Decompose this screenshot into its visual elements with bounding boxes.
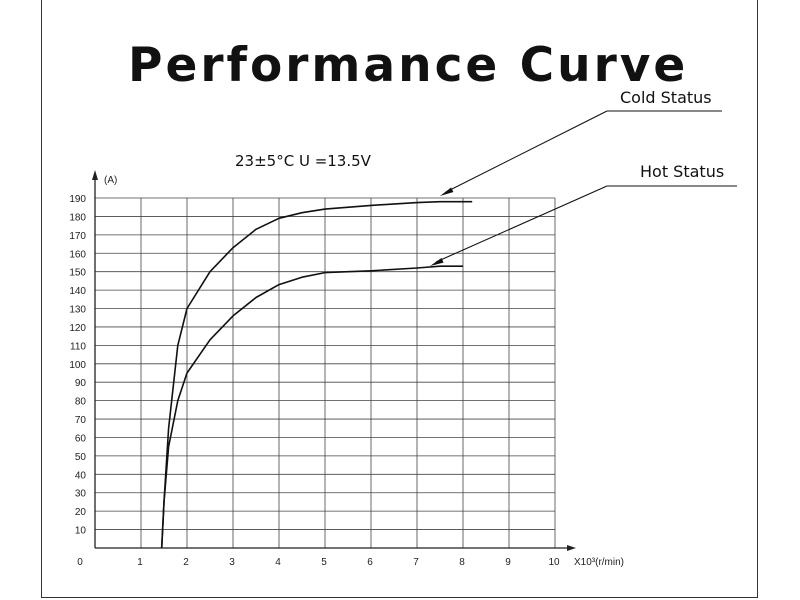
y-tick-label: 20 (75, 507, 87, 518)
x-axis-label: X10³(r/min) (574, 557, 624, 568)
series-leaders: Cold Status Hot Status (430, 88, 737, 266)
x-tick-label: 8 (459, 557, 465, 568)
y-tick-label: 150 (69, 268, 86, 279)
y-tick-label: 160 (69, 249, 86, 260)
x-tick-label: 5 (321, 557, 327, 568)
chart-title: Performance Curve (128, 38, 689, 93)
x-axis-arrow (567, 545, 576, 551)
x-tick-label: 1 (137, 557, 143, 568)
x-tick-label: 2 (183, 557, 189, 568)
y-tick-label: 180 (69, 212, 86, 223)
series-line (160, 265, 463, 549)
series-lines (160, 200, 473, 549)
y-axis-label: (A) (104, 175, 117, 186)
series-label: Cold Status (620, 88, 712, 107)
x-tick-label: 0 (77, 557, 83, 568)
x-tick-label: 10 (548, 557, 560, 568)
series-line (160, 200, 473, 549)
y-tick-label: 110 (70, 341, 86, 352)
y-tick-label: 120 (69, 323, 86, 334)
y-tick-label: 60 (75, 433, 87, 444)
y-tick-label: 130 (69, 305, 86, 316)
series-label: Hot Status (640, 162, 724, 181)
figure-frame (41, 0, 758, 598)
y-tick-label: 70 (75, 415, 87, 426)
y-tick-label: 30 (75, 489, 87, 500)
test-condition: 23±5°C U =13.5V (235, 152, 372, 170)
axes (92, 170, 576, 551)
x-tick-label: 7 (413, 557, 419, 568)
y-tick-label: 100 (69, 360, 86, 371)
leader-line (435, 185, 608, 263)
y-tick-label: 190 (69, 194, 86, 205)
x-tick-label: 6 (367, 557, 373, 568)
series-label-group: Cold Status (440, 88, 722, 196)
leader-arrowhead (440, 187, 454, 196)
y-axis-arrow (92, 170, 98, 180)
y-tick-label: 90 (75, 378, 87, 389)
y-tick-label: 10 (75, 526, 87, 537)
grid (95, 197, 556, 548)
series-label-group: Hot Status (430, 162, 737, 266)
y-tick-label: 40 (75, 470, 87, 481)
y-tick-label: 80 (75, 397, 87, 408)
tick-labels: 1020304050607080901001101201301401501601… (69, 194, 560, 568)
y-tick-label: 50 (75, 452, 87, 463)
y-tick-label: 140 (69, 286, 86, 297)
x-tick-label: 3 (229, 557, 235, 568)
x-tick-label: 4 (275, 557, 281, 568)
leader-arrowhead (430, 258, 444, 266)
leader-line (445, 110, 608, 193)
x-tick-label: 9 (505, 557, 511, 568)
y-tick-label: 170 (69, 231, 86, 242)
